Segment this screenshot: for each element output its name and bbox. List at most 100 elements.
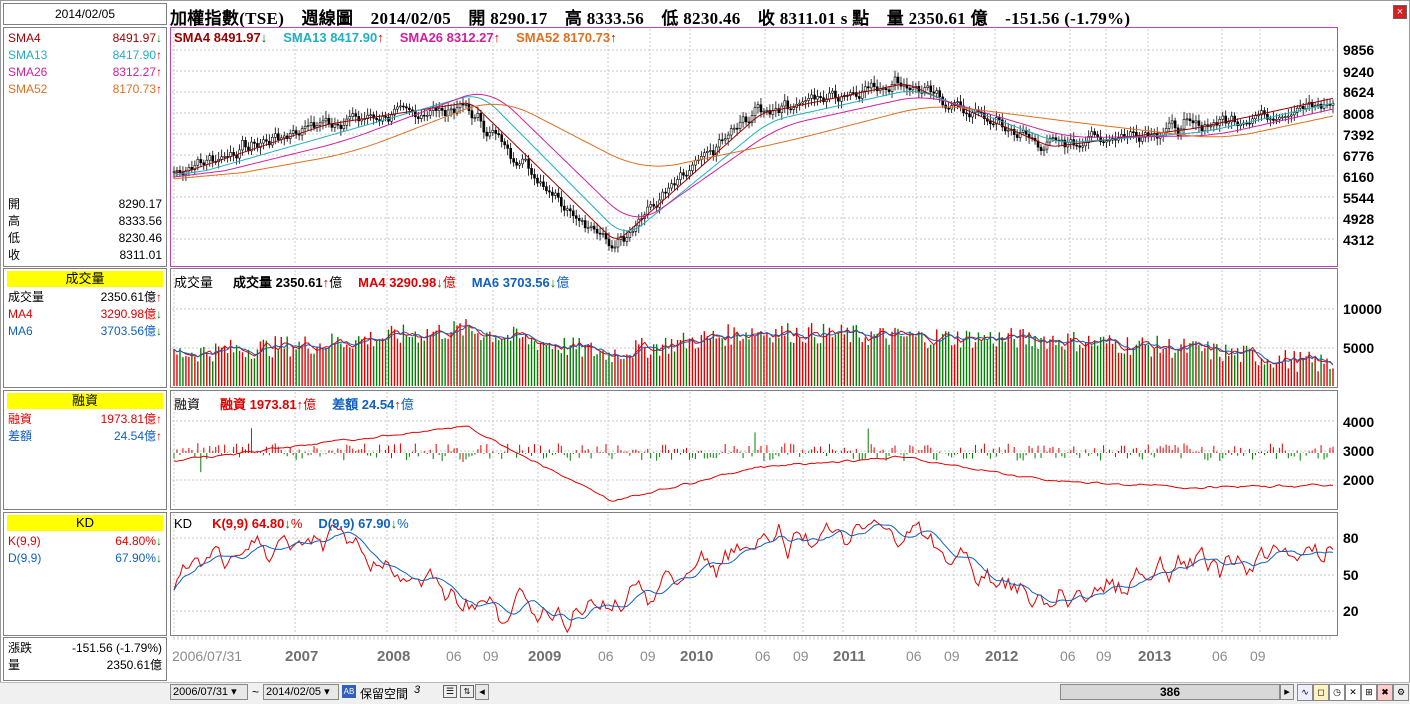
volume-legend-value: 2350.61億↑ xyxy=(100,290,162,304)
x-axis-tick: 2007 xyxy=(285,648,319,665)
unit-label: % xyxy=(397,516,409,531)
sma-legend-value: 8417.90↑ xyxy=(112,48,162,62)
chart-type-icon[interactable]: ∿ xyxy=(1297,684,1313,701)
candle-body xyxy=(455,107,459,114)
candle-body xyxy=(741,116,745,123)
ohlc-name: 開 xyxy=(8,197,21,211)
grid-icon[interactable]: ☰ xyxy=(443,685,457,698)
close-button[interactable]: × xyxy=(1393,5,1407,19)
panel-legend-text: 融資 1973.81 xyxy=(220,397,297,412)
candle-body xyxy=(831,90,834,94)
candle-body xyxy=(676,179,679,186)
from-date-select[interactable]: 2006/07/31 ▾ xyxy=(170,684,248,700)
candle-body xyxy=(1018,131,1022,138)
candle-body xyxy=(625,237,629,242)
candle-body xyxy=(515,161,518,166)
panel-legend-text: SMA26 8312.27 xyxy=(399,30,494,45)
candle-body xyxy=(548,190,551,193)
panel-legend-item: SMA4 8491.97↓ xyxy=(174,30,267,45)
sma-legend-value: 8312.27↑ xyxy=(112,65,162,79)
candle-body xyxy=(595,228,599,234)
price-y-tick: 9856 xyxy=(1343,42,1375,58)
ohlc-name: 高 xyxy=(8,214,21,228)
kd-legend-value: 64.80%↓ xyxy=(115,534,162,548)
close-chart-icon[interactable]: ✖ xyxy=(1377,684,1393,701)
change-row: 漲跌 -151.56 (-1.79%) xyxy=(8,640,162,657)
to-date-select[interactable]: 2014/02/05 ▾ xyxy=(263,684,339,700)
candle-body xyxy=(854,92,858,97)
sma-line xyxy=(173,90,1334,232)
kd-y-tick: 20 xyxy=(1343,603,1359,619)
candle-body xyxy=(351,113,355,117)
candle-body xyxy=(524,158,527,161)
arrow-down-icon: ↓ xyxy=(260,30,268,45)
candle-body xyxy=(271,137,274,146)
candle-body xyxy=(396,106,399,110)
arrow-up-icon: ↑ xyxy=(610,30,617,45)
candle-body xyxy=(866,86,870,89)
tool-icon-1[interactable]: ◻ xyxy=(1313,684,1329,701)
candle-body xyxy=(1224,115,1228,124)
left-panel-volume: 成交量 成交量 2350.61億↑ MA4 3290.98億↓ MA6 3703.56億↓ xyxy=(3,268,167,388)
price-y-tick: 9240 xyxy=(1343,64,1375,80)
candle-body xyxy=(1015,134,1019,138)
candle-body xyxy=(503,141,507,146)
x-axis-tick: 06 xyxy=(755,648,771,664)
candle-body xyxy=(1179,128,1183,136)
sma-line xyxy=(173,84,1334,239)
margin-y-tick: 2000 xyxy=(1343,472,1375,488)
candle-body xyxy=(530,168,533,175)
candle-body xyxy=(199,159,203,164)
panel-legend-text: 差額 24.54 xyxy=(332,397,395,412)
candle-body xyxy=(274,133,277,138)
candle-body xyxy=(357,116,361,122)
settings-icon[interactable]: ⚙ xyxy=(1393,684,1409,701)
x-axis-tick: 06 xyxy=(598,648,614,664)
candle-body xyxy=(300,128,304,136)
candle-body xyxy=(506,144,509,149)
scroll-left-button[interactable]: ◂ xyxy=(475,684,489,700)
candle-body xyxy=(872,82,876,88)
date-label: 2014/02/05 xyxy=(54,7,116,21)
candle-body xyxy=(759,104,763,113)
panel-legend-item: SMA26 8312.27↑ xyxy=(400,30,500,45)
up-down-icon[interactable]: ⇅ xyxy=(460,685,474,698)
candle-body xyxy=(664,191,667,194)
candle-body xyxy=(1221,115,1225,120)
clock-icon[interactable]: ◷ xyxy=(1329,684,1345,701)
candle-body xyxy=(521,158,524,165)
candle-body xyxy=(667,187,670,194)
volume-legend-row: MA4 3290.98億↓ xyxy=(8,306,162,323)
candle-body xyxy=(306,125,310,127)
candle-body xyxy=(571,210,575,217)
volume-legend-value: 3290.98億↓ xyxy=(100,307,162,321)
scroll-right-button[interactable]: ▸ xyxy=(1280,684,1294,700)
ohlc-row: 高 8333.56 xyxy=(8,213,162,230)
margin-legend-name: 差額 xyxy=(8,429,33,443)
candle-body xyxy=(539,181,542,184)
candle-body xyxy=(828,92,831,100)
candle-body xyxy=(1185,118,1189,121)
reserve-icon[interactable]: AB xyxy=(342,685,356,698)
candle-body xyxy=(1054,137,1058,141)
kd-panel[interactable] xyxy=(170,512,1338,636)
candle-body xyxy=(691,164,694,171)
price-y-tick: 5544 xyxy=(1343,190,1375,206)
candle-body xyxy=(837,97,840,102)
arrow-up-icon: ↑ xyxy=(156,48,162,62)
candle-body xyxy=(601,233,605,235)
candle-body xyxy=(1075,144,1079,147)
candle-body xyxy=(461,103,465,106)
cross-icon[interactable]: ✕ xyxy=(1345,684,1361,701)
zoom-icon[interactable]: ⊞ xyxy=(1361,684,1377,701)
candle-body xyxy=(792,107,796,110)
kd-y-tick: 50 xyxy=(1343,567,1359,583)
candle-body xyxy=(717,139,721,148)
candle-body xyxy=(491,129,495,133)
arrow-down-icon: ↓ xyxy=(436,275,443,290)
candle-body xyxy=(497,133,501,136)
candle-body xyxy=(452,108,456,114)
scrollbar-track[interactable]: 386 xyxy=(1060,684,1280,700)
panel-legend-text: MA6 3703.56 xyxy=(471,275,550,290)
kd-legend-value: 67.90%↓ xyxy=(115,551,162,565)
